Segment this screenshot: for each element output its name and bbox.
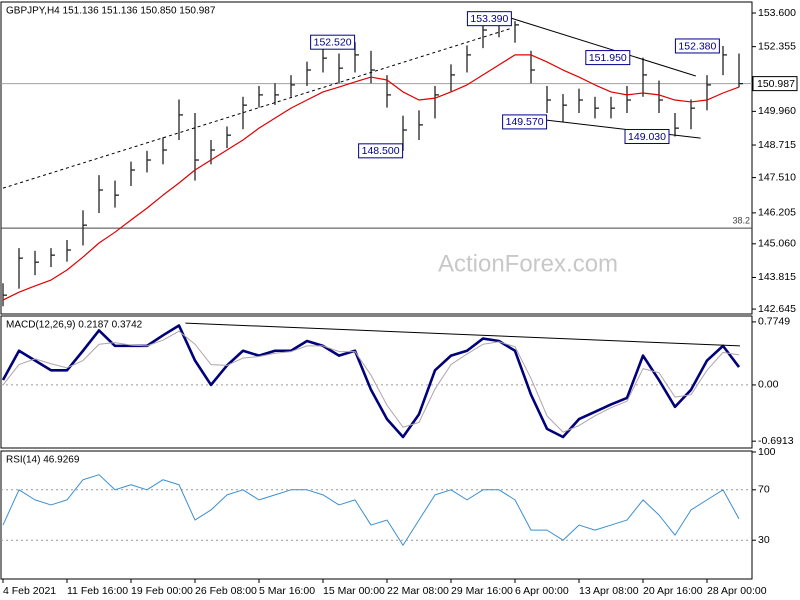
- x-tick-label: 6 Apr 00:00: [515, 585, 569, 597]
- callout-label: 149.030: [628, 131, 666, 143]
- y-tick-label: 149.960: [758, 105, 796, 117]
- callout-box: [502, 114, 548, 130]
- callout: 149.030: [624, 129, 670, 145]
- x-tick-label: 22 Mar 08:00: [387, 585, 449, 597]
- x-tick-label: 11 Feb 16:00: [67, 585, 128, 597]
- last-price-tag: 150.987: [752, 76, 798, 92]
- callout: 151.950: [585, 50, 631, 66]
- callout: 149.570: [502, 114, 548, 130]
- panel-title: RSI(14) 46.9269: [6, 455, 80, 466]
- callout: 148.500: [358, 143, 404, 159]
- callout-box: [585, 50, 631, 66]
- y-tick-label: 148.715: [758, 139, 796, 151]
- callout-box: [624, 129, 670, 145]
- trend-line: [185, 322, 740, 347]
- x-tick-label: 29 Mar 16:00: [451, 585, 513, 597]
- watermark: ActionForex.com: [438, 250, 618, 277]
- callout-label: 151.950: [589, 52, 627, 64]
- indicator-line: [1, 324, 741, 439]
- y-tick-label: 142.645: [758, 303, 796, 315]
- y-tick-label: 0.00: [758, 379, 779, 391]
- x-tick-label: 15 Mar 00:00: [323, 585, 385, 597]
- callout: 152.380: [674, 38, 720, 54]
- callout-box: [358, 143, 404, 159]
- y-tick-label: 147.510: [758, 171, 796, 183]
- x-tick-label: 5 Mar 16:00: [259, 585, 315, 597]
- x-tick-label: 13 Apr 08:00: [579, 585, 639, 597]
- indicator-line: [2, 330, 740, 433]
- y-tick-label: 143.815: [758, 271, 796, 283]
- x-tick-label: 20 Apr 16:00: [643, 585, 703, 597]
- trend-line: [2, 28, 511, 189]
- moving-average: [2, 54, 740, 301]
- y-tick-label: 152.355: [758, 40, 796, 52]
- panel-frame: [0, 315, 753, 449]
- trend-line: [510, 17, 696, 77]
- trend-line: [545, 119, 701, 139]
- callout-label: 152.520: [314, 36, 352, 48]
- panel-frame: [0, 1, 753, 315]
- callout-box: [674, 38, 720, 54]
- panel-frame: [0, 450, 753, 580]
- last-price-box: [752, 76, 798, 92]
- y-tick-label: 30: [758, 534, 770, 546]
- x-tick-label: 28 Apr 00:00: [707, 585, 767, 597]
- y-tick-label: 146.205: [758, 207, 796, 219]
- y-tick-label: 100: [758, 446, 776, 458]
- indicator-line: [2, 474, 740, 546]
- callout-label: 149.570: [506, 116, 544, 128]
- callout-box: [310, 34, 356, 50]
- y-tick-label: 70: [758, 484, 770, 496]
- y-tick-label: 153.600: [758, 7, 796, 19]
- callout-label: 153.390: [470, 13, 508, 25]
- callout-box: [466, 11, 512, 27]
- y-tick-label: 145.060: [758, 238, 796, 250]
- callout: 153.390: [466, 11, 512, 27]
- fib-label: 38.2: [732, 216, 750, 226]
- x-tick-label: 26 Feb 08:00: [195, 585, 257, 597]
- x-tick-label: 19 Feb 00:00: [131, 585, 193, 597]
- callout-label: 152.380: [678, 40, 716, 52]
- panel-title: GBPJPY,H4 151.136 151.136 150.850 150.98…: [6, 6, 216, 17]
- y-tick-label: 0.7749: [758, 316, 790, 328]
- x-tick-label: 4 Feb 2021: [3, 585, 56, 597]
- callout: 152.520: [310, 34, 356, 50]
- last-price-label: 150.987: [757, 78, 795, 90]
- y-tick-label: -0.6913: [758, 435, 794, 447]
- callout-label: 148.500: [362, 145, 400, 157]
- panel-title: MACD(12,26,9) 0.2187 0.3742: [6, 320, 143, 331]
